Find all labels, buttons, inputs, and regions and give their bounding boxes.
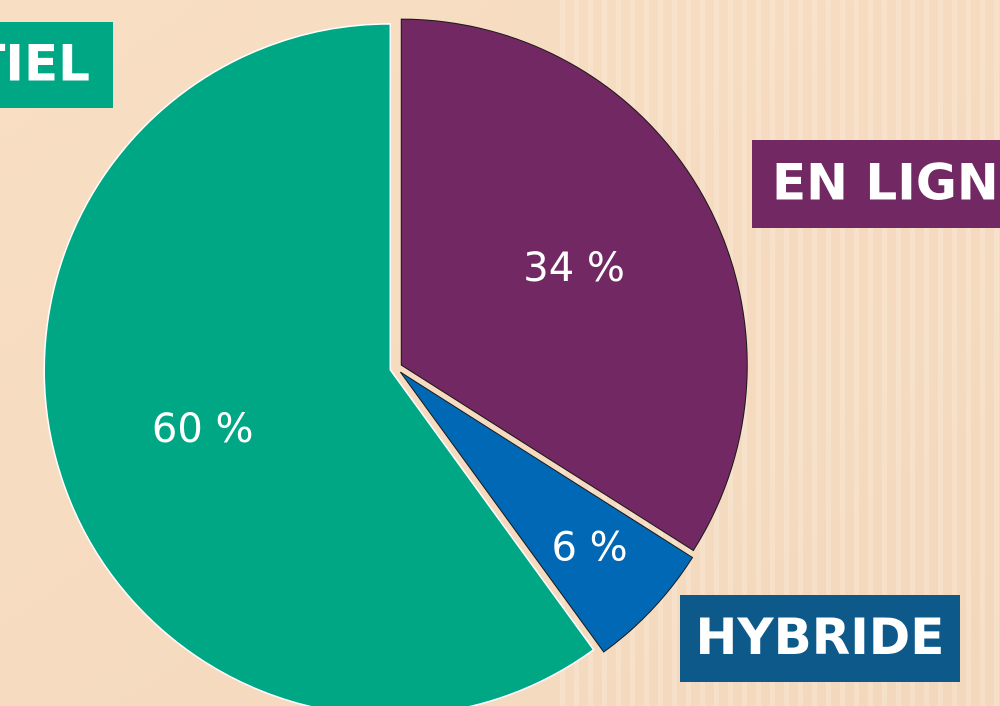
category-label: HYBRIDE xyxy=(696,608,945,666)
value-label: 34 % xyxy=(523,245,625,291)
chart: 34 % 6 % 60 % EN LIGNE HYBRIDE TIEL xyxy=(0,0,1000,706)
value-label: 6 % xyxy=(551,525,627,571)
value-label: 60 % xyxy=(152,406,254,452)
category-label: EN LIGNE xyxy=(772,154,1000,212)
category-label: TIEL xyxy=(0,35,90,93)
